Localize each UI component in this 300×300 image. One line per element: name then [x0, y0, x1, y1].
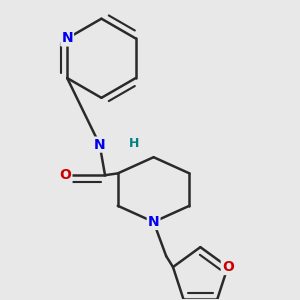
Text: H: H	[129, 137, 139, 150]
Text: O: O	[59, 168, 71, 182]
Text: N: N	[61, 32, 73, 46]
Text: N: N	[94, 138, 105, 152]
Text: O: O	[222, 260, 234, 274]
Text: N: N	[148, 215, 159, 229]
